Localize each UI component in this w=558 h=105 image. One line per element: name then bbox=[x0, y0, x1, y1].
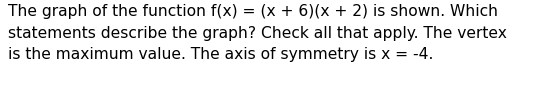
Text: The graph of the function f(x) = (x + 6)(x + 2) is shown. Which
statements descr: The graph of the function f(x) = (x + 6)… bbox=[8, 4, 507, 62]
